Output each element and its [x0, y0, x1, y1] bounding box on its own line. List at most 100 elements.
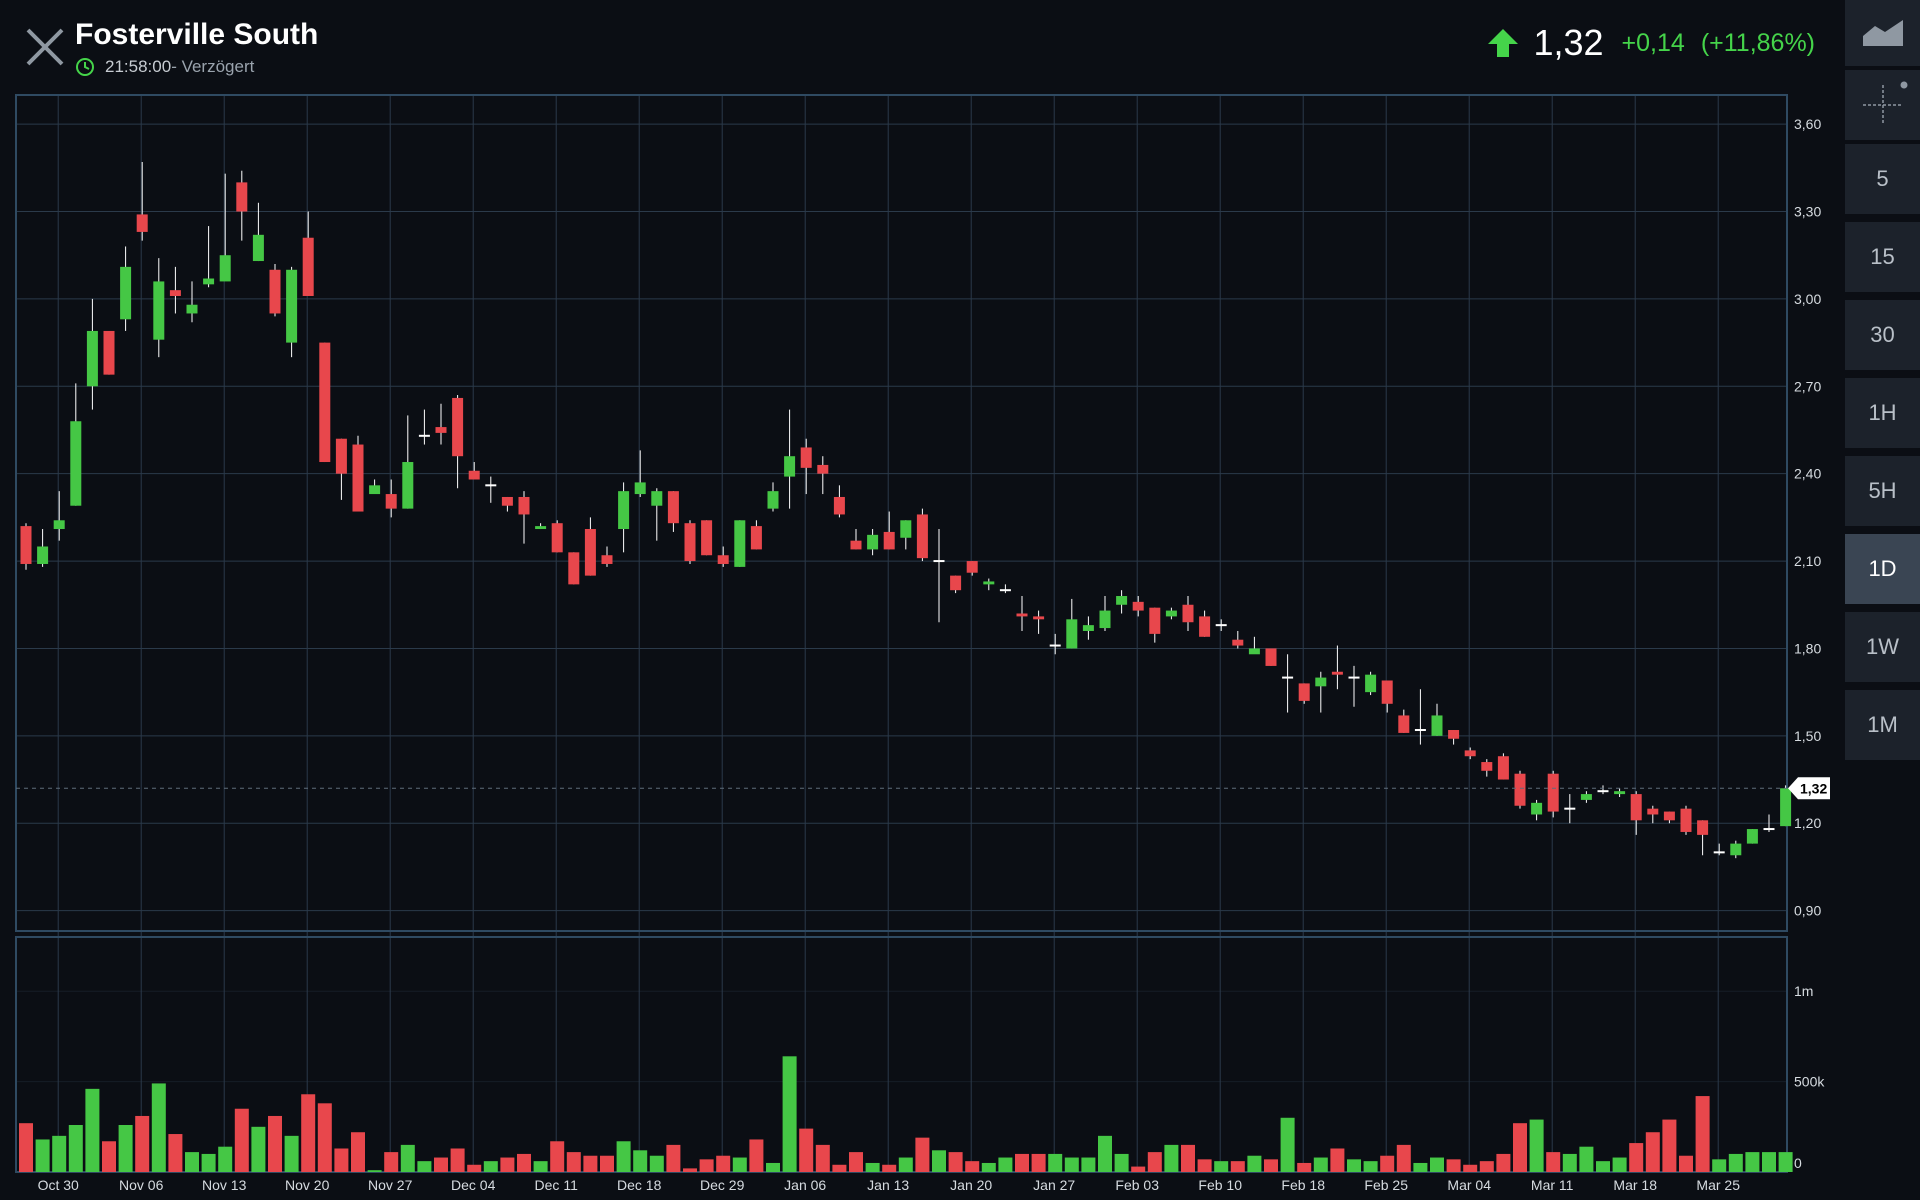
candle-body: [1647, 808, 1659, 815]
candle-body: [634, 482, 646, 495]
volume-bar: [251, 1126, 266, 1172]
timeframe-15[interactable]: 15: [1845, 222, 1920, 296]
volume-bar: [981, 1162, 996, 1172]
volume-bar: [1612, 1157, 1627, 1172]
volume-bar: [185, 1152, 199, 1172]
date-tick-label: Jan 13: [867, 1177, 909, 1193]
timeframe-5[interactable]: 5: [1845, 144, 1920, 218]
candle-body: [1713, 851, 1725, 854]
volume-bar: [500, 1157, 515, 1172]
candle-body: [1016, 613, 1028, 617]
candle-body: [319, 342, 331, 463]
date-tick-label: Mar 11: [1531, 1177, 1574, 1193]
timeframe-1w[interactable]: 1W: [1845, 612, 1920, 686]
date-tick-label: Mar 04: [1447, 1177, 1491, 1193]
candle-body: [734, 520, 746, 567]
volume-bar: [550, 1141, 565, 1172]
chart-type-button[interactable]: [1845, 0, 1920, 70]
price-tick-label: 3,30: [1794, 204, 1821, 220]
candle-body: [136, 214, 148, 232]
close-icon[interactable]: [24, 26, 66, 68]
candle-body: [369, 485, 381, 495]
volume-bar: [19, 1123, 33, 1172]
date-tick-label: Nov 06: [119, 1177, 164, 1193]
crosshair-icon[interactable]: [1858, 80, 1908, 130]
volume-bar: [384, 1152, 399, 1172]
price-chart[interactable]: 3,60 3,30 3,00 2,70 2,40 2,10 1,80 1,50 1,20 0,90…: [0, 0, 1845, 1200]
candle-body: [1365, 674, 1377, 693]
candle-body: [1066, 619, 1078, 649]
instrument-title: Fosterville South: [75, 18, 319, 51]
quote-time-value: 21:58:00: [105, 57, 172, 76]
candle-body: [833, 496, 845, 515]
price-panel-border: [15, 94, 1788, 932]
volume-bar: [1380, 1155, 1395, 1172]
volume-bar: [268, 1115, 282, 1172]
candle-body: [1232, 639, 1244, 646]
candle-body: [767, 491, 779, 509]
volume-bar: [799, 1128, 814, 1172]
volume-bar: [467, 1164, 482, 1172]
delay-label: - Verzögert: [171, 57, 255, 76]
candle-body: [86, 330, 98, 387]
candle-body: [402, 462, 414, 509]
volume-bar: [284, 1135, 299, 1172]
candle-body: [684, 523, 696, 562]
candle-body: [501, 496, 513, 506]
volume-bar: [1064, 1157, 1079, 1172]
price-tick-label: 3,60: [1794, 116, 1821, 132]
candle-body: [1697, 820, 1709, 835]
timeframe-30[interactable]: 30: [1845, 300, 1920, 374]
volume-tick-label: 0: [1794, 1155, 1802, 1171]
clock-icon: [76, 58, 94, 76]
volume-bar: [1048, 1153, 1063, 1172]
volume-bar: [317, 1103, 332, 1172]
candle-body: [1282, 676, 1294, 679]
candle-body: [53, 520, 65, 530]
volume-bar: [1264, 1159, 1278, 1172]
date-tick-label: Nov 13: [202, 1177, 247, 1193]
timeframe-1h[interactable]: 1H: [1845, 378, 1920, 452]
close-button[interactable]: [24, 26, 66, 68]
candle-body: [701, 520, 713, 556]
candle-body: [518, 496, 530, 515]
candle-body: [1414, 729, 1426, 732]
candle-body: [1514, 773, 1526, 806]
timeframe-1m[interactable]: 1M: [1845, 690, 1920, 764]
candle-body: [385, 494, 397, 509]
price-tick-label: 2,10: [1794, 553, 1821, 569]
candle-body: [1149, 607, 1161, 634]
candle-body: [203, 278, 215, 285]
volume-axis: 1m 500k 0: [1794, 983, 1825, 1171]
candle-body: [1580, 794, 1592, 800]
volume-bar: [948, 1152, 963, 1172]
price-tick-label: 1,20: [1794, 815, 1821, 831]
candle-body: [1182, 604, 1194, 623]
candle-body: [103, 330, 115, 375]
date-tick-label: Dec 11: [535, 1177, 579, 1193]
candle-body: [950, 575, 962, 591]
candle-body: [867, 534, 879, 550]
timeframe-1d[interactable]: 1D: [1845, 534, 1920, 608]
volume-bar: [649, 1155, 664, 1172]
last-price-label: 1,32: [1800, 780, 1827, 796]
candle-body: [352, 444, 364, 512]
area-chart-icon[interactable]: [1861, 18, 1905, 48]
candle-body: [236, 182, 248, 212]
volume-bar: [1081, 1157, 1096, 1172]
timeframe-5h[interactable]: 5H: [1845, 456, 1920, 530]
volume-bar: [1230, 1161, 1245, 1172]
volume-bar: [849, 1152, 863, 1172]
volume-bar: [1413, 1162, 1428, 1172]
candle-body: [1448, 730, 1460, 739]
volume-bar: [1695, 1096, 1710, 1172]
volume-bar: [666, 1144, 681, 1172]
volume-bar: [1513, 1123, 1527, 1172]
candle-body: [70, 421, 82, 506]
crosshair-button[interactable]: [1845, 70, 1920, 144]
volume-bar: [1645, 1132, 1660, 1172]
candle-body: [933, 560, 945, 563]
date-tick-label: Dec 04: [451, 1177, 496, 1193]
volume-tick-label: 1m: [1794, 983, 1813, 999]
volume-bar: [1662, 1119, 1677, 1172]
